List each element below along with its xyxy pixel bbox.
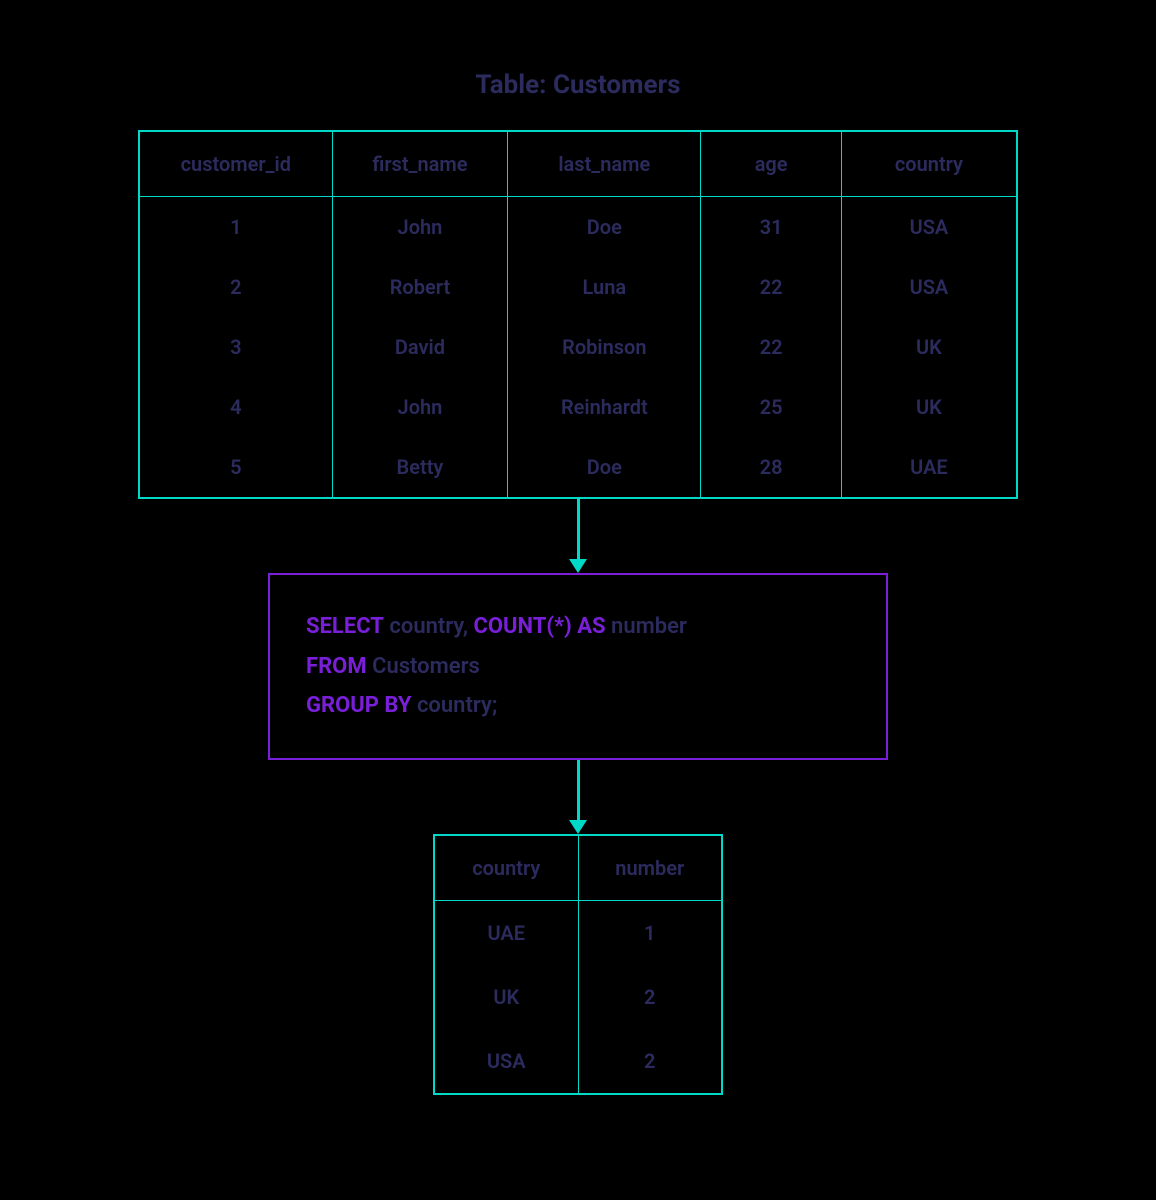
table-cell: Robinson	[508, 317, 701, 377]
table-cell: 4	[139, 377, 332, 437]
arrow-down-icon	[569, 499, 587, 573]
table-row: 5BettyDoe28UAE	[139, 437, 1017, 498]
table-cell: 3	[139, 317, 332, 377]
table-cell: 31	[701, 197, 841, 258]
table-row: UAE1	[434, 900, 722, 965]
table-cell: UK	[841, 377, 1017, 437]
table-header: country	[841, 131, 1017, 197]
table-row: 3DavidRobinson22UK	[139, 317, 1017, 377]
table-header: age	[701, 131, 841, 197]
table-cell: UK	[841, 317, 1017, 377]
sql-text: country,	[384, 614, 474, 639]
table-header: number	[578, 835, 722, 901]
table-cell: USA	[841, 257, 1017, 317]
table-cell: Reinhardt	[508, 377, 701, 437]
table-cell: 22	[701, 257, 841, 317]
table-cell: 22	[701, 317, 841, 377]
table-cell: 2	[578, 1029, 722, 1094]
table-cell: 25	[701, 377, 841, 437]
table-cell: 2	[578, 965, 722, 1029]
sql-query-box: SELECT country, COUNT(*) AS number FROM C…	[268, 573, 888, 760]
table-cell: 28	[701, 437, 841, 498]
table-row: 2RobertLuna22USA	[139, 257, 1017, 317]
table-cell: John	[332, 197, 508, 258]
table-cell: UK	[434, 965, 578, 1029]
table-header: customer_id	[139, 131, 332, 197]
table-cell: UAE	[841, 437, 1017, 498]
table-header: country	[434, 835, 578, 901]
table-cell: UAE	[434, 900, 578, 965]
table-cell: John	[332, 377, 508, 437]
table-cell: USA	[434, 1029, 578, 1094]
table-cell: USA	[841, 197, 1017, 258]
sql-keyword: SELECT	[306, 614, 384, 639]
sql-text: number	[606, 614, 687, 639]
result-table: countrynumber UAE1UK2USA2	[433, 834, 723, 1095]
table-cell: Doe	[508, 197, 701, 258]
sql-keyword: COUNT(*) AS	[473, 614, 605, 639]
table-header: last_name	[508, 131, 701, 197]
table-cell: Betty	[332, 437, 508, 498]
table-cell: 1	[578, 900, 722, 965]
table-cell: David	[332, 317, 508, 377]
table-header: first_name	[332, 131, 508, 197]
table-row: USA2	[434, 1029, 722, 1094]
sql-text: country;	[411, 693, 497, 718]
table-row: 1JohnDoe31USA	[139, 197, 1017, 258]
table-cell: 1	[139, 197, 332, 258]
diagram-title: Table: Customers	[476, 70, 681, 100]
arrow-down-icon	[569, 760, 587, 834]
table-row: 4JohnReinhardt25UK	[139, 377, 1017, 437]
table-cell: 2	[139, 257, 332, 317]
table-cell: 5	[139, 437, 332, 498]
table-row: UK2	[434, 965, 722, 1029]
sql-keyword: FROM	[306, 654, 367, 679]
customers-table: customer_idfirst_namelast_nameagecountry…	[138, 130, 1018, 499]
sql-text: Customers	[367, 654, 480, 679]
table-cell: Luna	[508, 257, 701, 317]
table-cell: Doe	[508, 437, 701, 498]
table-cell: Robert	[332, 257, 508, 317]
sql-keyword: GROUP BY	[306, 693, 411, 718]
